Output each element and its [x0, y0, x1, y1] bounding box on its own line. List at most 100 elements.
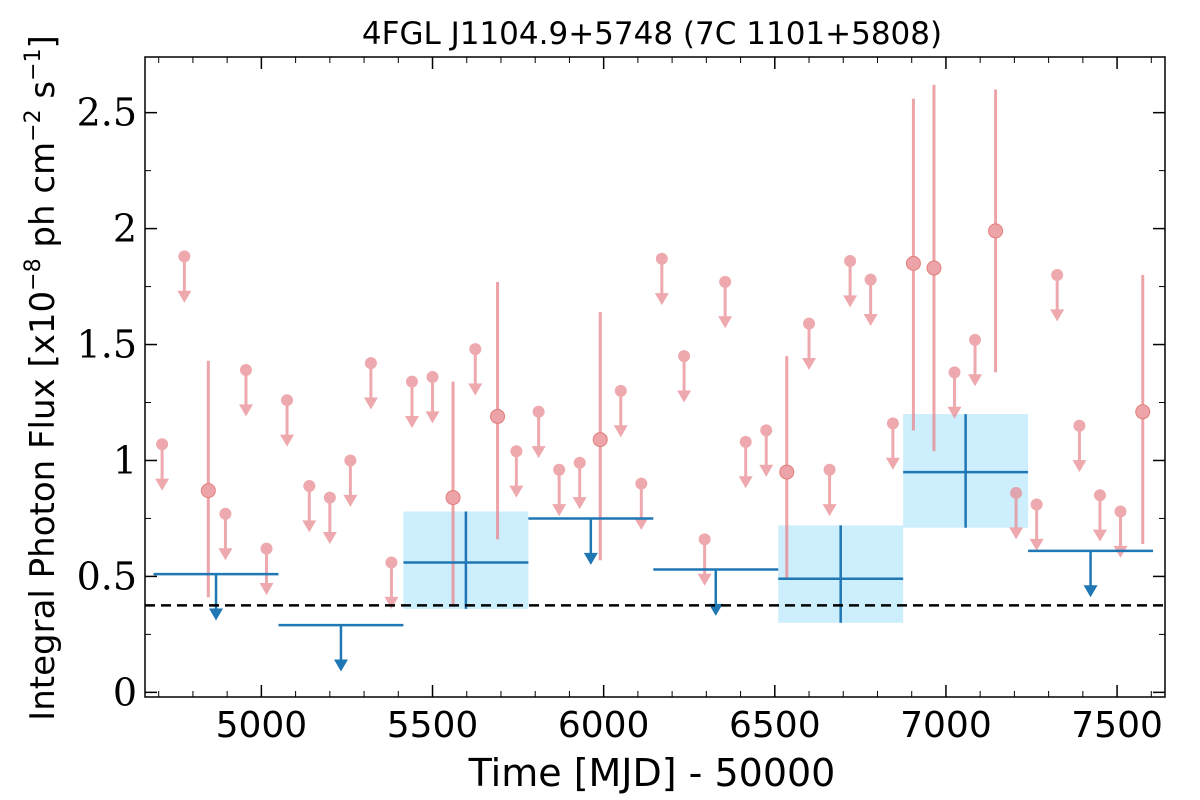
short-bin-upper-limit-3-head [238, 404, 253, 417]
short-bin-upper-limit-32 [968, 333, 983, 387]
axis-ticks: 5000 5500 6000 6500 7000 7500 0 0.5 1 1.5 2 2.5 [77, 57, 1165, 746]
short-bin-detection-0 [200, 360, 216, 598]
short-bin-upper-limit-marker-9 [364, 357, 377, 370]
short-bin-upper-limit-10 [384, 556, 399, 609]
short-bin-upper-limit-15-head [531, 446, 546, 459]
long-bin-upper-limit-arrow-1 [333, 625, 348, 672]
short-bin-detection-marker-2 [490, 408, 506, 424]
short-bin-upper-limit-marker-2 [219, 507, 232, 520]
y-tick-label-2: 1 [113, 438, 137, 482]
short-bin-detection-marker-3 [592, 432, 608, 448]
short-bin-upper-limit-13-head [468, 383, 483, 396]
short-bin-detection-1 [445, 381, 461, 607]
short-bin-upper-limit-37 [1092, 489, 1107, 542]
short-bin-upper-limit-2-head [218, 548, 233, 561]
short-bin-detection-marker-8 [1135, 404, 1151, 420]
short-bin-upper-limit-8-head [343, 494, 358, 507]
short-bin-upper-limit-16 [552, 463, 567, 517]
long-bin-upper-limit-arrow-3 [708, 569, 723, 616]
long-bin-upper-limit-arrow-2 [583, 518, 598, 565]
short-bin-upper-limit-9 [363, 357, 378, 410]
short-bin-upper-limit-3 [238, 364, 253, 417]
short-bin-detection-6 [926, 84, 942, 452]
short-bin-upper-limit-19 [634, 477, 649, 531]
short-bin-upper-limit-marker-32 [969, 333, 982, 346]
short-bin-upper-limit-17-head [572, 497, 587, 510]
short-bin-upper-limit-15 [531, 405, 546, 459]
short-bin-detection-2 [490, 281, 506, 540]
short-bin-detection-7 [988, 89, 1004, 373]
y-axis-label-mid-1: ph cm [23, 142, 63, 259]
short-bin-upper-limit-29-head [863, 313, 878, 326]
short-bin-upper-limit-marker-35 [1051, 268, 1064, 281]
short-bin-upper-limit-marker-7 [323, 491, 336, 504]
short-bin-upper-limit-25-head [759, 464, 774, 477]
short-bin-upper-limit-31 [947, 366, 962, 419]
y-axis-label: Integral Photon Flux [x10−8 ph cm−2 s−1] [21, 35, 63, 721]
y-tick-label-1: 0.5 [77, 554, 137, 598]
short-bin-upper-limit-23-head [718, 316, 733, 329]
short-bin-detection-8 [1135, 274, 1151, 544]
short-bin-upper-limit-14-head [509, 485, 524, 498]
y-axis-label-exp-3: −1 [21, 48, 46, 80]
y-axis-label-exp-2: −2 [21, 109, 46, 141]
x-tick-label-1: 5500 [387, 705, 479, 746]
short-bin-detection-marker-7 [988, 223, 1004, 239]
short-bin-detection-marker-5 [905, 255, 921, 271]
short-bin-upper-limit-marker-16 [553, 463, 566, 476]
short-bin-upper-limit-marker-15 [532, 405, 545, 418]
short-bin-upper-limit-marker-26 [803, 317, 816, 330]
short-bin-upper-limit-marker-17 [573, 456, 586, 469]
short-bin-upper-limit-22 [697, 533, 712, 586]
long-bin-upper-limit-arrow-0-head [209, 608, 224, 621]
short-bin-upper-limit-marker-24 [739, 435, 752, 448]
short-bin-upper-limit-27-head [822, 504, 837, 517]
x-tick-label-2: 6000 [558, 705, 650, 746]
short-bin-upper-limit-marker-18 [614, 384, 627, 397]
short-bin-upper-limit-marker-10 [385, 556, 398, 569]
short-bin-upper-limit-23 [718, 275, 733, 329]
x-tick-label-3: 6500 [729, 705, 821, 746]
short-bin-upper-limit-marker-21 [678, 350, 691, 363]
short-bin-upper-limit-35-head [1050, 309, 1065, 322]
short-bin-upper-limit-11 [404, 375, 419, 429]
short-bin-upper-limit-29 [863, 273, 878, 326]
long-bin-upper-limit-arrow-0 [209, 574, 224, 621]
short-bin-detection-marker-4 [779, 464, 795, 480]
short-bin-upper-limit-33-head [1009, 527, 1024, 540]
long-bin-upper-limit-arrow-4-head [1083, 585, 1098, 598]
short-bin-upper-limit-26-head [802, 358, 817, 371]
short-bin-upper-limit-7-head [322, 531, 337, 544]
x-tick-label-5: 7500 [1071, 705, 1163, 746]
short-bin-detection-5 [905, 98, 921, 431]
short-bin-upper-limit-marker-37 [1093, 489, 1106, 502]
short-bin-upper-limit-5-head [280, 434, 295, 447]
short-bin-upper-limit-12-head [425, 411, 440, 424]
short-bin-upper-limit-marker-8 [344, 454, 357, 467]
long-bin-upper-limit-arrow-4 [1083, 550, 1098, 598]
short-bin-upper-limit-37-head [1092, 529, 1107, 542]
short-bin-upper-limit-30-head [885, 457, 900, 470]
short-bin-upper-limit-13 [468, 343, 483, 396]
short-bin-upper-limit-25 [759, 424, 774, 477]
short-bin-upper-limit-35 [1050, 268, 1065, 322]
y-tick-label-4: 2 [113, 207, 137, 251]
short-bin-upper-limit-6-head [302, 520, 317, 533]
short-bin-upper-limit-marker-3 [239, 364, 252, 377]
short-bin-upper-limit-marker-22 [698, 533, 711, 546]
short-bin-upper-limit-20-head [654, 293, 669, 306]
plot-area [145, 84, 1165, 672]
short-bin-detection-3 [592, 312, 608, 561]
short-bin-upper-limit-16-head [552, 504, 567, 517]
short-bin-upper-limit-7 [322, 491, 337, 544]
short-bin-upper-limit-24 [738, 435, 753, 489]
y-tick-label-5: 2.5 [77, 91, 137, 135]
short-bin-detection-marker-1 [445, 490, 461, 506]
short-bin-upper-limit-5 [280, 394, 295, 447]
short-bin-upper-limit-marker-27 [823, 463, 836, 476]
short-bin-upper-limit-22-head [697, 573, 712, 586]
short-bin-upper-limit-2 [218, 507, 233, 561]
short-bin-upper-limit-marker-19 [635, 477, 648, 490]
short-bin-upper-limit-0-head [155, 478, 170, 491]
